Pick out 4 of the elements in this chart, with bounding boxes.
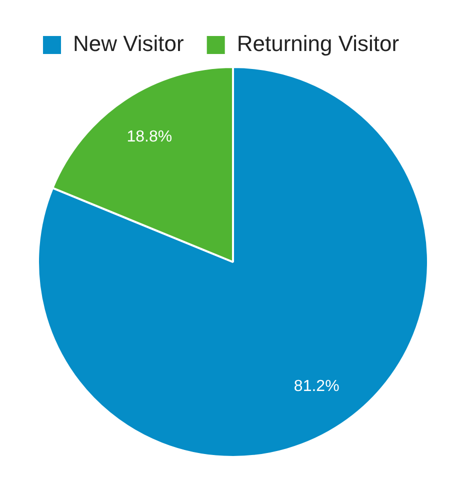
data-label: 18.8% [126, 128, 172, 146]
legend-label: New Visitor [73, 31, 184, 56]
data-label: 81.2% [294, 378, 340, 396]
legend-label: Returning Visitor [236, 31, 400, 56]
